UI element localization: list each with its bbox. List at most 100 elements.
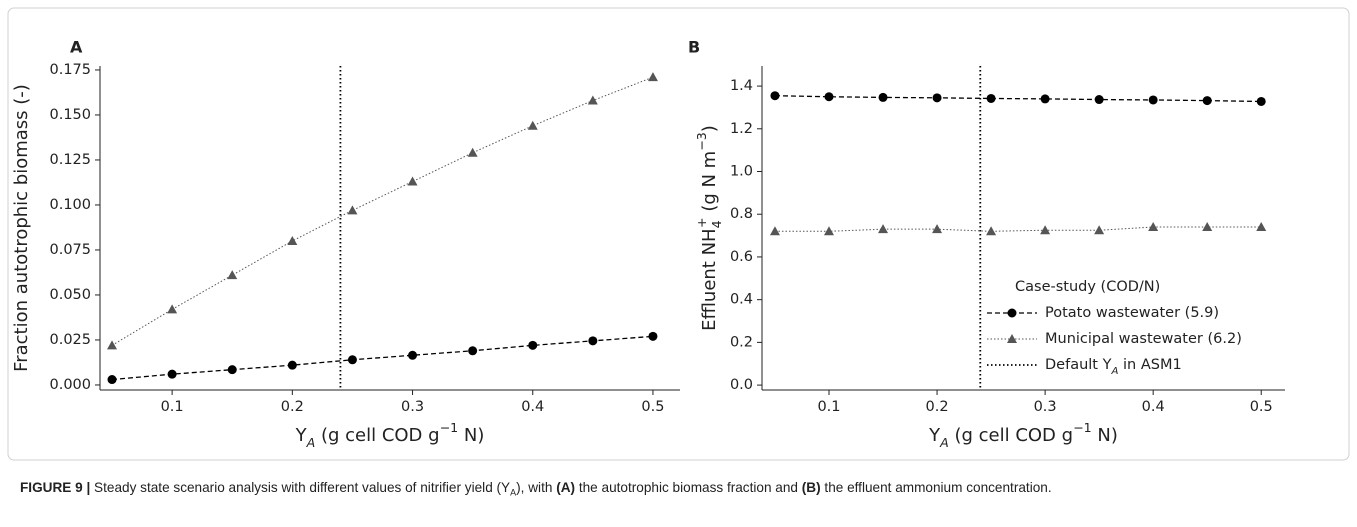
y-tick-label: 0.6 (730, 249, 753, 265)
marker (986, 226, 997, 236)
marker (1256, 96, 1266, 106)
marker (1094, 95, 1104, 105)
y-tick-label: 0.000 (49, 377, 91, 393)
marker (347, 355, 357, 365)
marker (648, 331, 658, 341)
text-part: Y (295, 425, 308, 446)
marker (986, 93, 996, 103)
marker (878, 224, 889, 234)
y-tick-label: 0.4 (730, 292, 753, 308)
legend-marker (1007, 334, 1017, 343)
legend-title: Case-study (COD/N) (1015, 279, 1160, 295)
text-part: + (694, 217, 709, 228)
marker (823, 226, 834, 236)
marker (1202, 96, 1212, 106)
marker (347, 205, 358, 215)
y-tick-label: 0.125 (49, 152, 91, 168)
text-part: A (939, 435, 949, 450)
marker (587, 95, 598, 105)
y-tick-label: 0.175 (49, 62, 91, 78)
y-tick-label: 0.050 (49, 287, 91, 303)
y-axis-label: Fraction autotrophic biomass (-) (11, 84, 32, 372)
caption-part: (B) (801, 480, 821, 495)
marker (1202, 222, 1213, 232)
x-tick-label: 0.5 (641, 399, 664, 415)
x-tick-label: 0.1 (161, 399, 184, 415)
caption-part: FIGURE 9 | (20, 480, 91, 495)
x-axis-label: YA (g cell COD g−1 N) (295, 420, 485, 450)
marker (167, 369, 177, 379)
text-part: in ASM1 (1118, 357, 1181, 373)
y-tick-label: 1.2 (730, 121, 753, 137)
y-tick-label: 0.100 (49, 197, 91, 213)
x-tick-label: 0.5 (1250, 399, 1273, 415)
x-tick-label: 0.2 (281, 399, 304, 415)
text-part: A (306, 435, 316, 450)
y-axis-label: Effluent NH4+ (g N m−3) (694, 125, 724, 331)
text-part: (g N m (699, 151, 720, 218)
series-line (111, 335, 654, 381)
y-tick-label: 0.0 (730, 377, 753, 393)
legend-label: Municipal wastewater (6.2) (1045, 331, 1242, 347)
caption-part: (A) (556, 480, 576, 495)
marker (647, 72, 658, 82)
y-tick-label: 0.150 (49, 107, 91, 123)
text-part: −1 (440, 420, 459, 435)
y-tick-label: 0.2 (730, 334, 753, 350)
text-part: Fraction autotrophic biomass (-) (11, 84, 32, 372)
marker (287, 235, 298, 245)
x-tick-label: 0.3 (401, 399, 424, 415)
marker (167, 304, 178, 314)
text-part: 4 (709, 220, 724, 228)
y-tick-label: 1.0 (730, 164, 753, 180)
text-part: (g cell COD g (949, 425, 1073, 446)
marker (408, 350, 418, 360)
marker (287, 360, 297, 370)
text-part: Y (928, 425, 941, 446)
marker (932, 93, 942, 103)
marker (227, 365, 237, 375)
x-tick-label: 0.4 (521, 399, 544, 415)
x-axis-label: YA (g cell COD g−1 N) (928, 420, 1118, 450)
caption-part: A (510, 487, 517, 498)
figure: A 0.000 0.025 0.050 0.075 0.100 0.125 0.150 0.17… (7, 7, 1350, 461)
x-tick-label: 0.1 (817, 399, 840, 415)
marker (107, 340, 118, 350)
caption-part: ), with (516, 480, 557, 495)
text-part: Effluent NH (699, 228, 720, 330)
marker (1094, 225, 1105, 235)
y-tick-label: 1.4 (730, 78, 753, 94)
text-part: (g cell COD g (315, 425, 439, 446)
panel-label: A (70, 38, 83, 57)
marker (407, 176, 418, 186)
marker (1256, 222, 1267, 232)
marker (467, 147, 478, 157)
caption: FIGURE 9 | Steady state scenario analysi… (20, 478, 1330, 503)
x-tick-label: 0.3 (1034, 399, 1057, 415)
x-tick-label: 0.4 (1142, 399, 1165, 415)
text-part: −3 (694, 132, 709, 151)
marker (769, 226, 780, 236)
figure-frame (7, 7, 1350, 461)
marker (1040, 225, 1051, 235)
caption-part: the effluent ammonium concentration. (820, 480, 1052, 495)
y-tick-label: 0.075 (49, 242, 91, 258)
marker (824, 92, 834, 102)
marker (588, 336, 598, 346)
legend-label: Potato wastewater (5.9) (1045, 305, 1219, 321)
legend-marker (1007, 308, 1017, 318)
y-tick-label: 0.025 (49, 332, 91, 348)
legend-label: Default YA in ASM1 (1045, 357, 1182, 377)
x-tick-label: 0.2 (926, 399, 949, 415)
panel-label: B (688, 38, 700, 57)
text-part: N) (458, 425, 484, 446)
marker (770, 91, 780, 101)
marker (878, 92, 888, 102)
marker (227, 270, 238, 280)
marker (468, 346, 478, 356)
caption-part: Steady state scenario analysis with diff… (90, 480, 511, 495)
y-tick-label: 0.8 (730, 206, 753, 222)
caption-part: the autotrophic biomass fraction and (575, 480, 802, 495)
marker (932, 224, 943, 234)
series-line (111, 76, 654, 346)
